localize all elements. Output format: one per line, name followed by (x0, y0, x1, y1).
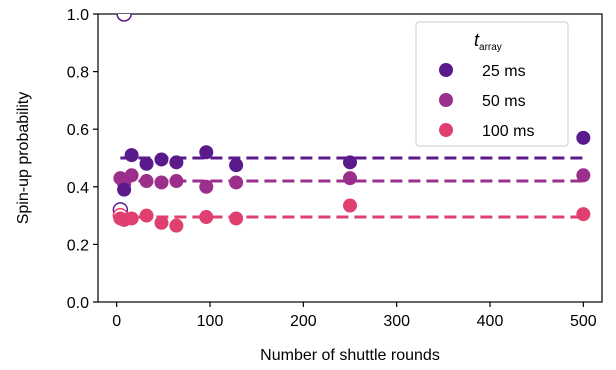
data-point (199, 145, 214, 160)
data-point (343, 171, 357, 186)
y-tick-label: 0.2 (67, 237, 89, 254)
y-tick-label: 0.4 (67, 180, 89, 197)
legend-title-main: t (474, 30, 480, 50)
x-tick-label: 300 (383, 313, 410, 330)
legend-title: tarray (474, 30, 502, 53)
x-axis: 0 100 200 300 400 500 (112, 302, 597, 330)
x-tick-label: 500 (570, 313, 597, 330)
x-tick-label: 0 (112, 313, 121, 330)
legend-marker (439, 93, 453, 107)
data-point (199, 210, 214, 225)
data-point (154, 215, 169, 230)
legend-marker (439, 63, 453, 77)
open-data-point (116, 14, 132, 22)
data-point (139, 156, 154, 171)
data-point (124, 168, 139, 183)
data-point (343, 198, 357, 213)
y-axis-label: Spin-up probability (15, 92, 32, 225)
data-point (124, 148, 139, 163)
data-point (169, 174, 184, 189)
data-point (154, 175, 169, 190)
data-point (124, 211, 139, 226)
plot-area (97, 13, 603, 303)
data-point (154, 152, 169, 167)
x-tick-label: 100 (197, 313, 224, 330)
data-point (343, 155, 357, 170)
data-point (169, 155, 184, 170)
y-tick-label: 0.6 (67, 122, 89, 139)
x-tick-label: 400 (477, 313, 504, 330)
data-point (169, 218, 184, 233)
data-points (112, 14, 591, 233)
data-point (576, 130, 591, 145)
x-axis-label: Number of shuttle rounds (260, 347, 440, 364)
data-point (229, 211, 244, 226)
plot-frame (97, 13, 603, 303)
data-point (229, 158, 244, 173)
y-tick-label: 1.0 (67, 7, 89, 24)
legend-items: 25 ms 50 ms 100 ms (439, 63, 534, 140)
data-point (139, 208, 154, 223)
x-tick-label: 200 (290, 313, 317, 330)
y-axis: 0.0 0.2 0.4 0.6 0.8 1.0 (67, 7, 98, 312)
legend-label: 100 ms (482, 123, 534, 140)
data-point (199, 179, 214, 194)
y-tick-label: 0.8 (67, 65, 89, 82)
data-point (576, 168, 591, 183)
legend-title-subscript: array (479, 42, 502, 53)
y-tick-label: 0.0 (67, 295, 89, 312)
legend-frame (415, 21, 569, 147)
data-point (576, 207, 591, 222)
legend: tarray 25 ms 50 ms 100 ms (415, 21, 569, 147)
legend-marker (439, 123, 453, 137)
legend-label: 50 ms (482, 93, 526, 110)
fit-lines (120, 156, 584, 219)
data-point (139, 174, 154, 189)
data-point (229, 175, 244, 190)
legend-label: 25 ms (482, 63, 526, 80)
data-point (117, 182, 132, 197)
